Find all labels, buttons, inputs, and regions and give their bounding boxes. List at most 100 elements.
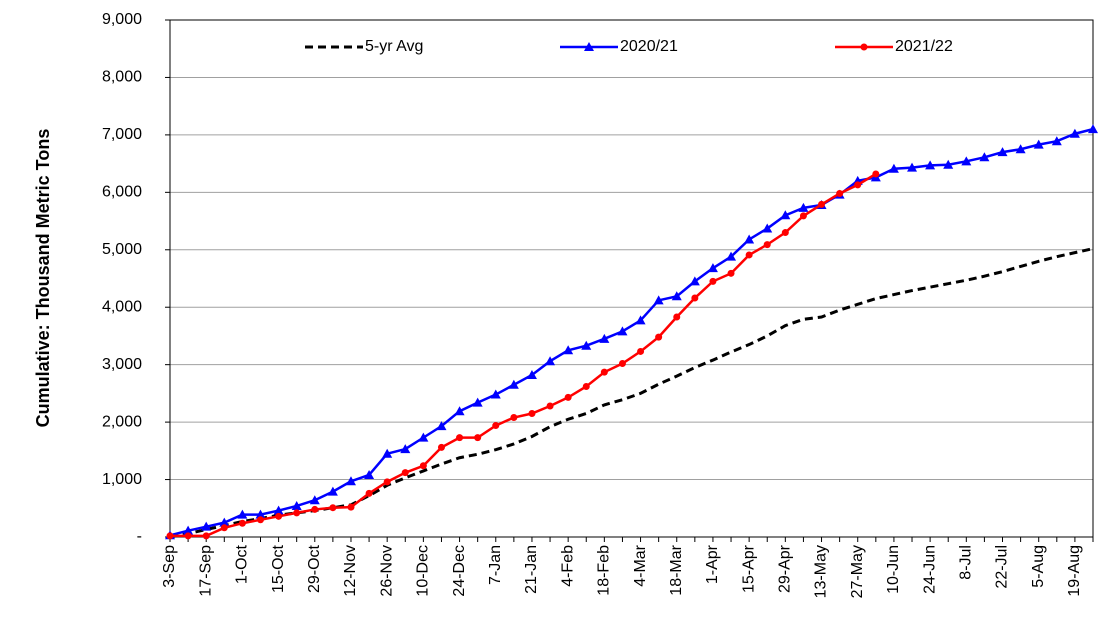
data-point — [383, 478, 391, 486]
x-tick-label: 29-Oct — [306, 544, 323, 593]
series-line — [170, 172, 877, 538]
data-point — [474, 434, 482, 442]
x-tick-label: 24-Dec — [451, 545, 468, 597]
y-tick-label: - — [137, 528, 142, 545]
x-tick-label: 27-May — [849, 545, 866, 598]
x-tick-label: 18-Mar — [668, 544, 685, 595]
x-tick-label: 15-Oct — [270, 544, 287, 593]
data-point — [925, 160, 936, 170]
data-point — [564, 393, 572, 401]
data-point — [961, 156, 972, 166]
x-tick-label: 29-Apr — [777, 544, 794, 593]
x-tick-label: 7-Jan — [487, 545, 504, 585]
legend-label: 5-yr Avg — [365, 38, 423, 55]
x-tick-label: 10-Jun — [885, 545, 902, 594]
data-point — [691, 294, 699, 302]
x-tick-label: 15-Apr — [740, 544, 757, 593]
data-point — [635, 315, 646, 325]
data-point — [618, 360, 626, 368]
data-point — [401, 469, 409, 477]
data-point — [781, 229, 789, 237]
data-point — [745, 251, 753, 259]
data-point — [763, 241, 771, 249]
data-point — [780, 210, 791, 220]
y-tick-label: 1,000 — [102, 471, 142, 488]
x-tick-label: 21-Jan — [523, 545, 540, 594]
legend-marker — [584, 42, 594, 51]
data-point — [653, 295, 664, 305]
y-tick-label: 6,000 — [102, 184, 142, 201]
data-point — [545, 356, 556, 366]
data-point — [581, 340, 592, 350]
x-tick-label: 24-Jun — [921, 545, 938, 594]
data-point — [255, 509, 266, 519]
x-tick-label: 26-Nov — [378, 545, 395, 597]
y-axis-title: Cumulative: Thousand Metric Tons — [33, 129, 53, 428]
y-tick-label: 5,000 — [102, 241, 142, 258]
data-point — [818, 200, 826, 208]
data-point — [472, 397, 483, 407]
data-point — [744, 234, 755, 244]
data-point — [709, 277, 717, 285]
x-tick-label: 12-Nov — [342, 545, 359, 597]
data-point — [1051, 136, 1062, 146]
data-point — [382, 448, 393, 458]
data-point — [836, 189, 844, 197]
legend-label: 2021/22 — [895, 38, 953, 55]
data-point — [798, 202, 809, 212]
data-point — [673, 313, 681, 321]
data-point — [526, 370, 537, 380]
data-point — [563, 345, 574, 355]
data-point — [1033, 139, 1044, 149]
data-point — [888, 163, 899, 173]
data-point — [275, 512, 283, 520]
data-point — [329, 504, 337, 512]
data-point — [436, 421, 447, 431]
data-point — [600, 368, 608, 376]
data-point — [528, 409, 536, 417]
data-point — [256, 516, 264, 524]
data-point — [456, 434, 464, 442]
data-point — [327, 486, 338, 496]
data-point — [184, 532, 192, 540]
x-tick-label: 1-Apr — [704, 544, 721, 584]
y-tick-label: 2,000 — [102, 413, 142, 430]
x-tick-label: 5-Aug — [1030, 545, 1047, 588]
x-tick-label: 13-May — [813, 545, 830, 598]
x-tick-label: 18-Feb — [596, 545, 613, 596]
data-point — [872, 170, 880, 178]
data-point — [762, 223, 773, 233]
data-point — [617, 326, 628, 336]
series-line — [169, 247, 1094, 539]
data-point — [490, 389, 501, 399]
data-point — [311, 505, 319, 513]
y-tick-label: 3,000 — [102, 356, 142, 373]
data-point — [365, 489, 373, 497]
data-point — [582, 382, 590, 390]
x-tick-label: 1-Oct — [234, 544, 251, 584]
y-tick-label: 4,000 — [102, 298, 142, 315]
data-point — [707, 263, 718, 273]
legend-label: 2020/21 — [620, 38, 678, 55]
data-point — [309, 495, 320, 505]
data-point — [508, 379, 519, 389]
data-point — [291, 500, 302, 510]
y-tick-label: 8,000 — [102, 69, 142, 86]
data-point — [220, 524, 228, 532]
data-point — [201, 521, 212, 531]
data-point — [437, 443, 445, 451]
y-tick-label: 7,000 — [102, 126, 142, 143]
data-point — [907, 162, 918, 172]
data-point — [238, 519, 246, 527]
x-tick-label: 4-Mar — [632, 544, 649, 586]
data-point — [345, 476, 356, 486]
data-point — [202, 532, 210, 540]
x-tick-label: 10-Dec — [415, 545, 432, 597]
data-point — [979, 152, 990, 162]
data-point — [1088, 124, 1098, 134]
legend-marker — [860, 43, 868, 51]
data-point — [237, 509, 248, 519]
data-point — [1069, 128, 1080, 138]
data-point — [726, 251, 737, 261]
data-point — [364, 469, 375, 479]
